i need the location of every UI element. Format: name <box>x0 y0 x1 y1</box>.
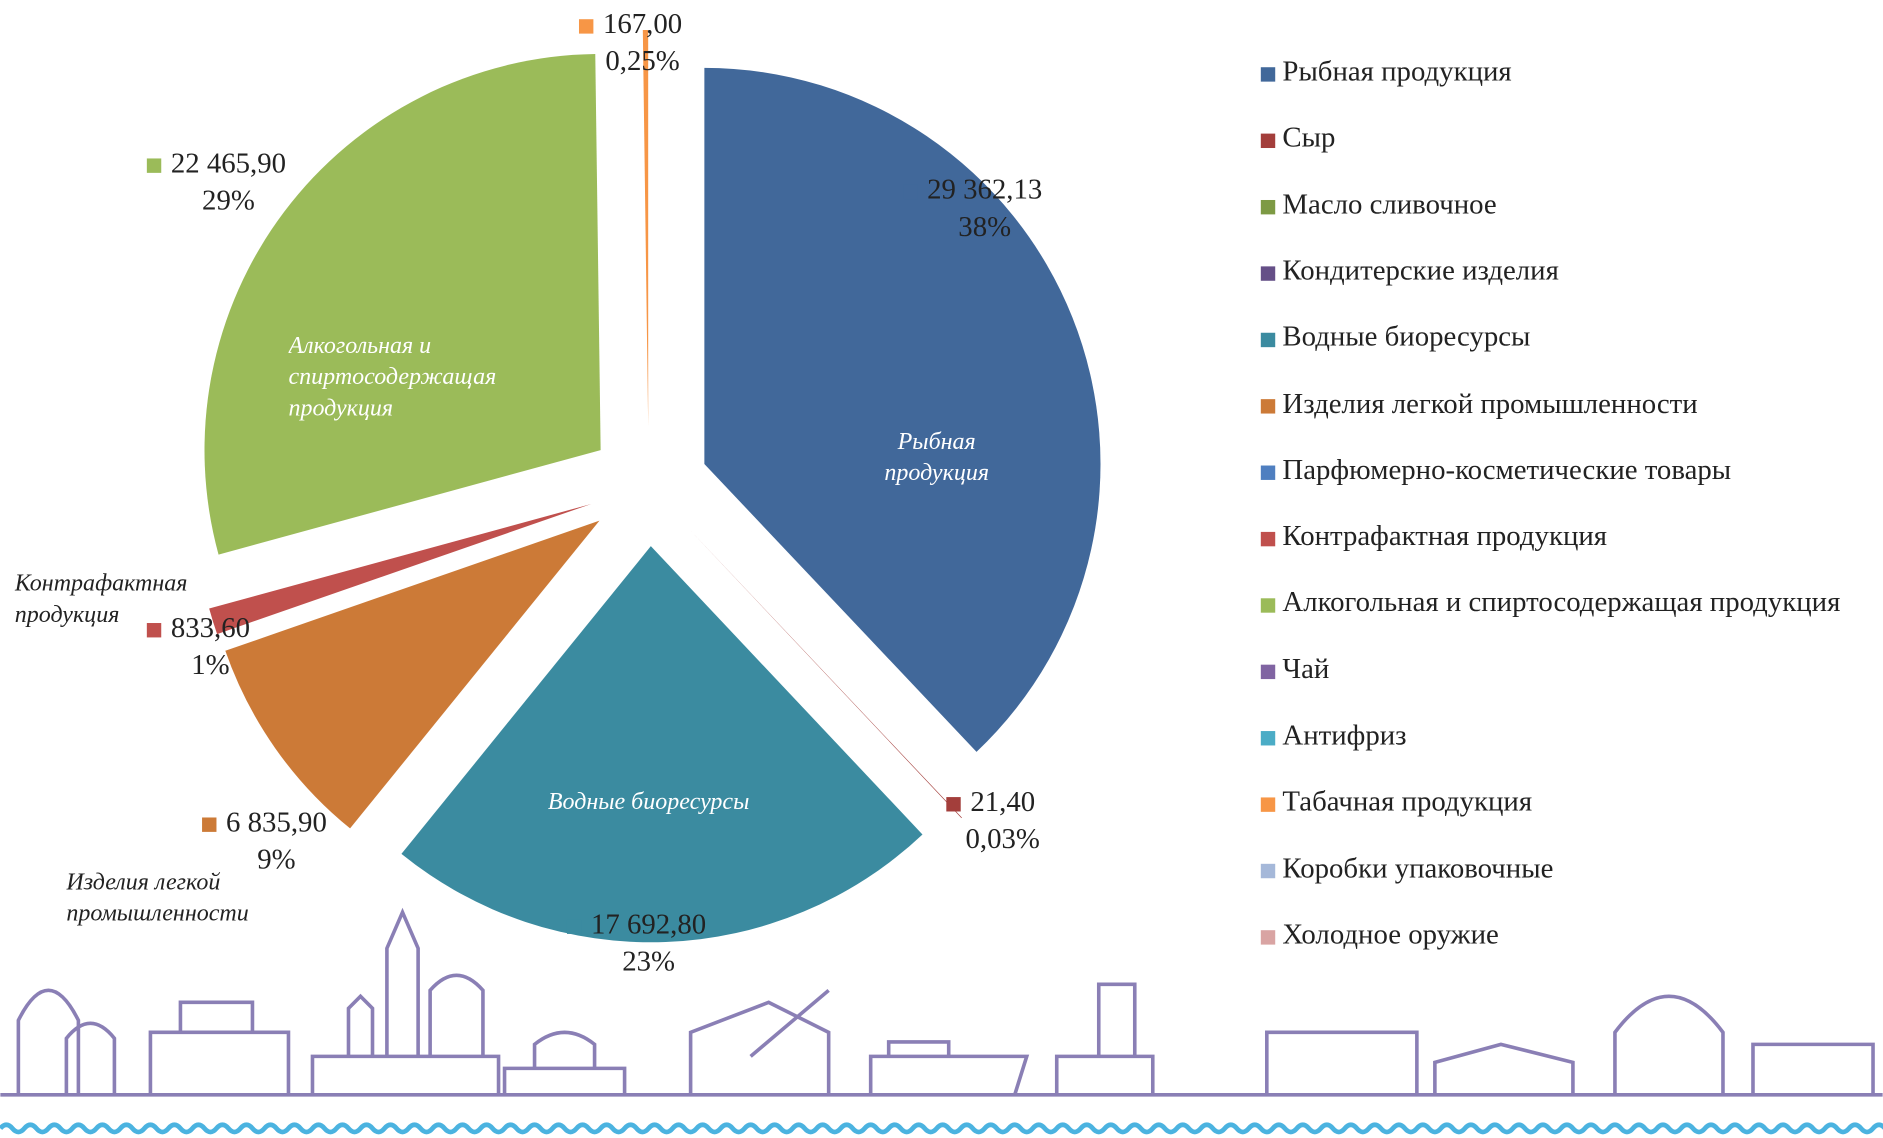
legend-key <box>1260 332 1276 348</box>
slice-category-text: Алкогольная и спиртосодержащая продукция <box>288 332 497 422</box>
slice-category-text: Изделия легкой промышленности <box>66 869 249 927</box>
legend-label: Алкогольная и спиртосодержащая продукция <box>1282 587 1841 619</box>
pie-slice <box>642 30 649 427</box>
legend-label: Табачная продукция <box>1282 786 1533 818</box>
slice-category-text: Контрафактная продукция <box>14 570 188 628</box>
percent-label: 0,03% <box>966 823 1040 855</box>
legend-key <box>1260 531 1276 547</box>
legend-entry: Алкогольная и спиртосодержащая продукция <box>1282 587 1841 619</box>
data-label: 167,00 <box>603 8 682 40</box>
pie-slice <box>704 67 1101 752</box>
percent-label: 23% <box>622 946 675 978</box>
data-label: 21,40 <box>970 786 1035 818</box>
data-label: 833,60 <box>171 612 250 644</box>
legend-entry: Кондитерские изделия <box>1282 255 1559 287</box>
legend-entry: Масло сливочное <box>1282 189 1497 221</box>
pie-slice <box>401 546 923 943</box>
data-label-key <box>202 817 217 832</box>
waves <box>0 1122 1883 1135</box>
data-label: 29 362,13 <box>927 174 1042 206</box>
legend-key <box>1260 465 1276 480</box>
legend-entry: Рыбная продукция <box>1282 56 1512 88</box>
skyline <box>0 907 1883 1097</box>
data-label-key <box>946 797 961 812</box>
legend-key <box>1260 266 1276 281</box>
slice-category-label: Водные биоресурсы <box>547 788 750 816</box>
pie-slice <box>225 520 600 829</box>
slice-category-text: Рыбная продукция <box>884 428 989 487</box>
legend-entry: Коробки упаковочные <box>1282 853 1554 885</box>
legend-key <box>1260 133 1276 149</box>
legend-label: Кондитерские изделия <box>1282 255 1559 287</box>
percent-label: 1% <box>191 649 229 681</box>
legend-entry: Изделия легкой промышленности <box>1282 388 1698 420</box>
slice-category-label: Рыбная продукция <box>884 428 989 487</box>
legend-entry: Табачная продукция <box>1282 786 1533 818</box>
data-label-key <box>146 623 162 638</box>
percent-label: 0,25% <box>605 45 679 77</box>
legend-label: Изделия легкой промышленности <box>1282 388 1698 420</box>
legend-entry: Контрафактная продукция <box>1282 521 1608 553</box>
legend-key <box>1260 67 1276 82</box>
legend-entry: Водные биоресурсы <box>1282 321 1531 354</box>
legend-key <box>1260 930 1276 945</box>
legend-label: Коробки упаковочные <box>1282 853 1554 885</box>
legend-label: Чай <box>1282 653 1330 686</box>
legend-label: Водные биоресурсы <box>1282 321 1531 354</box>
legend-key <box>1260 199 1276 215</box>
legend-key <box>1260 664 1276 680</box>
legend-entry: Парфюмерно-косметические товары <box>1282 454 1732 486</box>
data-label-key <box>578 19 594 34</box>
percent-label: 29% <box>202 184 255 216</box>
slice-category-label: Алкогольная и спиртосодержащая продукция <box>288 332 497 422</box>
legend-key <box>1260 863 1276 879</box>
legend-entry: Чай <box>1282 653 1330 686</box>
data-label: 6 835,90 <box>226 806 327 838</box>
legend-label: Рыбная продукция <box>1282 56 1512 88</box>
pie-slice <box>204 53 601 555</box>
legend-entry: Антифриз <box>1282 720 1407 752</box>
slice-category-label: Изделия легкой промышленности <box>66 869 249 927</box>
slice-category-label: Контрафактная продукция <box>14 570 188 628</box>
legend-label: Сыр <box>1282 122 1336 155</box>
legend-entry: Холодное оружие <box>1282 919 1499 951</box>
legend-entry: Сыр <box>1282 122 1336 155</box>
legend-label: Масло сливочное <box>1282 189 1497 221</box>
legend-label: Контрафактная продукция <box>1282 521 1608 553</box>
data-label: 17 692,80 <box>591 908 706 940</box>
data-label: 22 465,90 <box>171 147 286 179</box>
data-label-key <box>903 184 918 200</box>
legend-label: Холодное оружие <box>1282 919 1499 951</box>
slice-category-text: Водные биоресурсы <box>547 788 750 816</box>
legend-key <box>1260 797 1276 812</box>
legend-key <box>1260 399 1276 414</box>
pie-slice <box>689 529 962 819</box>
pie-slice <box>209 503 592 635</box>
legend-label: Антифриз <box>1282 720 1407 752</box>
legend-key <box>1260 598 1276 613</box>
legend-label: Парфюмерно-косметические товары <box>1282 454 1732 486</box>
data-label-key <box>146 158 162 173</box>
data-label-key <box>566 919 582 934</box>
legend-key <box>1260 731 1276 746</box>
percent-label: 9% <box>257 844 295 876</box>
percent-label: 38% <box>958 211 1011 243</box>
